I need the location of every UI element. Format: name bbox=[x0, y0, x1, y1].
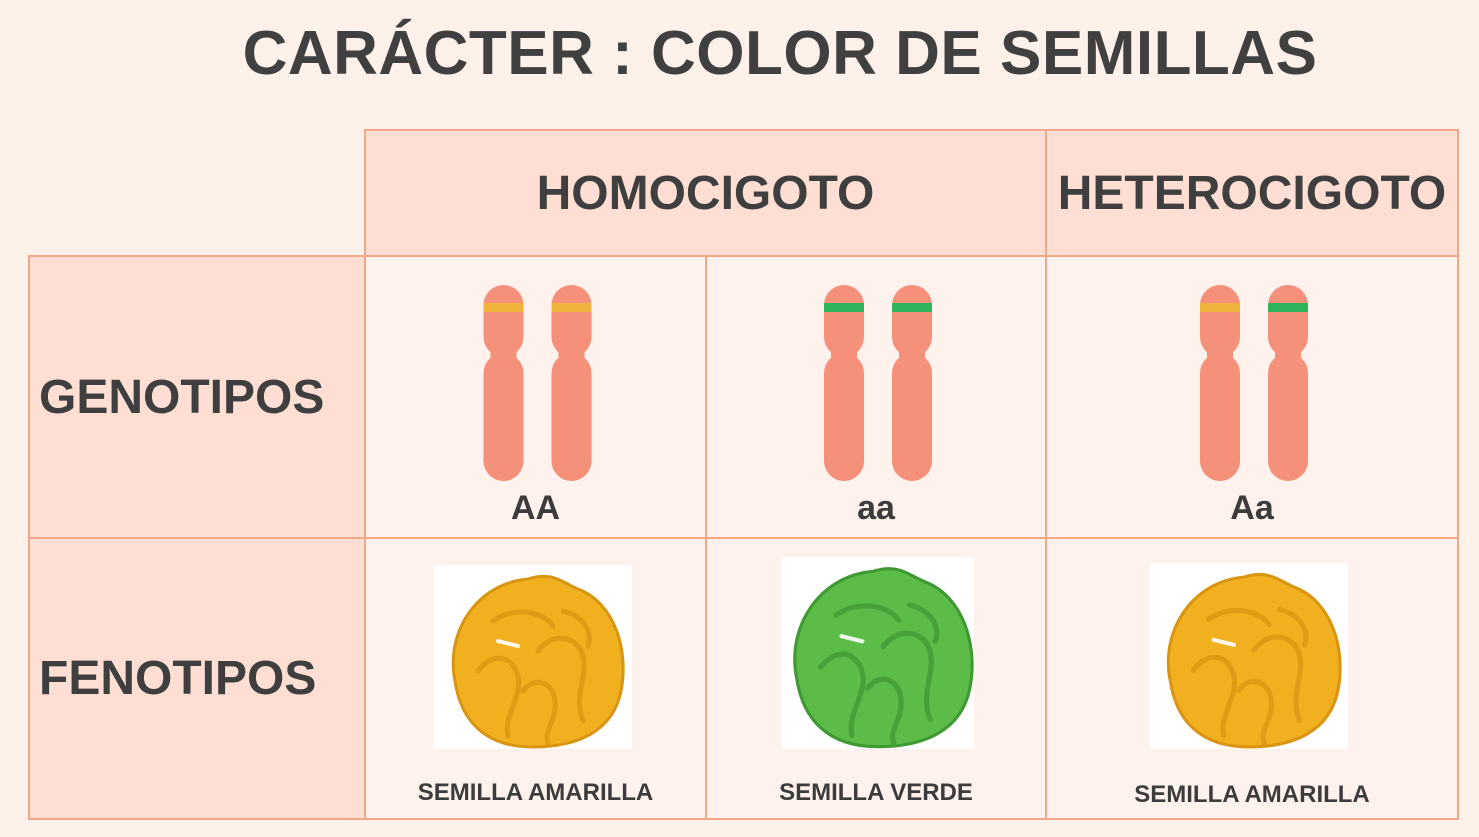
chromosome bbox=[483, 285, 524, 481]
row-header-genotipos-label: GENOTIPOS bbox=[39, 370, 325, 424]
phenotype-label: SEMILLA VERDE bbox=[779, 779, 973, 806]
seed-icon bbox=[451, 574, 625, 749]
chromosome bbox=[892, 285, 932, 481]
row-header-genotipos: GENOTIPOS bbox=[28, 255, 366, 539]
seed-image bbox=[1150, 563, 1348, 749]
genotype-cell-2: aa bbox=[705, 255, 1047, 539]
genotype-label: aa bbox=[857, 489, 895, 527]
genotype-cell-3: Aa bbox=[1045, 255, 1459, 539]
header-heterocigoto-label: HETEROCIGOTO bbox=[1057, 166, 1447, 220]
chromosome bbox=[824, 285, 864, 481]
seed-image bbox=[782, 557, 974, 749]
chromosome-pair bbox=[824, 285, 932, 481]
allele-band bbox=[551, 303, 592, 312]
chromosome bbox=[1268, 285, 1308, 481]
genotype-label: Aa bbox=[1230, 489, 1274, 527]
phenotype-label: SEMILLA AMARILLA bbox=[1134, 781, 1370, 808]
allele-band bbox=[483, 303, 524, 312]
row-header-fenotipos-label: FENOTIPOS bbox=[39, 652, 317, 705]
phenotype-label: SEMILLA AMARILLA bbox=[417, 779, 654, 806]
phenotype-cell-3: SEMILLA AMARILLA bbox=[1045, 537, 1459, 820]
row-header-fenotipos: FENOTIPOS bbox=[28, 537, 366, 820]
chromosome-pair bbox=[1200, 285, 1308, 481]
header-homocigoto-label: HOMOCIGOTO bbox=[536, 166, 875, 220]
phenotype-cell-2: SEMILLA VERDE bbox=[705, 537, 1047, 820]
seed-icon bbox=[1166, 572, 1342, 749]
chromosome-pair bbox=[483, 285, 592, 481]
allele-band bbox=[824, 303, 864, 312]
chromosome bbox=[1200, 285, 1240, 481]
phenotype-cell-1: SEMILLA AMARILLA bbox=[364, 537, 707, 820]
seed-icon bbox=[793, 567, 974, 749]
allele-band bbox=[1268, 303, 1308, 312]
seed-image bbox=[434, 565, 632, 749]
genotype-cell-1: AA bbox=[364, 255, 707, 539]
header-homocigoto: HOMOCIGOTO bbox=[364, 129, 1047, 257]
page-title: CARÁCTER : COLOR DE SEMILLAS bbox=[242, 19, 1318, 88]
chromosome bbox=[551, 285, 592, 481]
header-heterocigoto: HETEROCIGOTO bbox=[1045, 129, 1459, 257]
allele-band bbox=[1200, 303, 1240, 312]
allele-band bbox=[892, 303, 932, 312]
genotype-label: AA bbox=[510, 489, 561, 527]
